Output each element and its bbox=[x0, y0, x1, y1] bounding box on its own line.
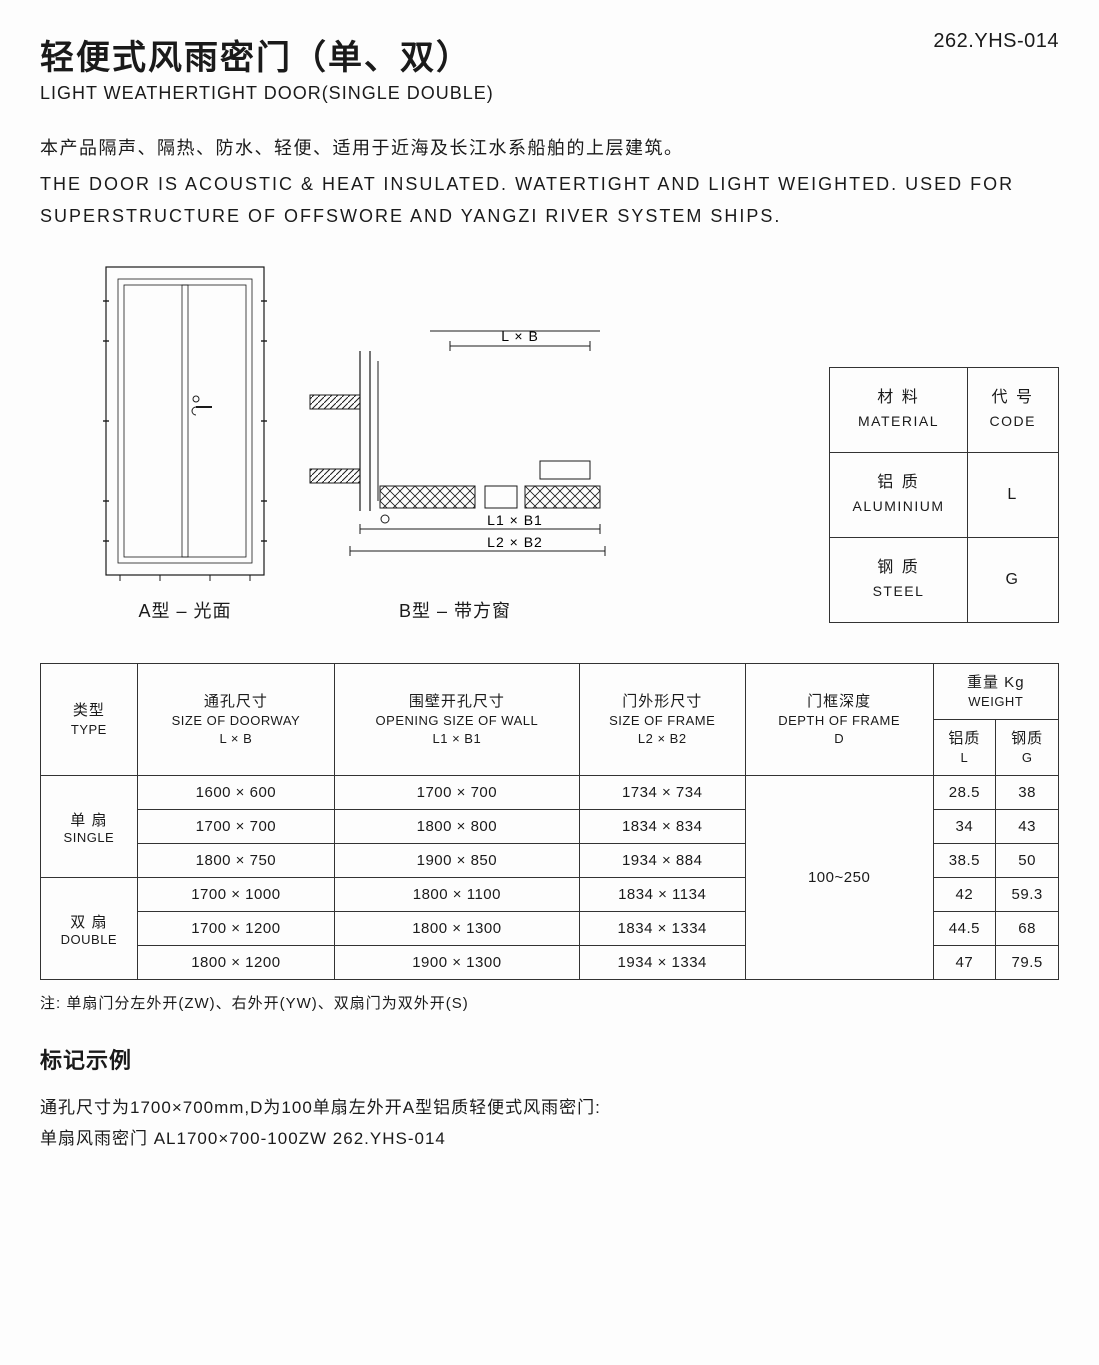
spec-row: 单 扇SINGLE1600 × 6001700 × 7001734 × 7341… bbox=[41, 776, 1059, 810]
label-l1b1: L1 × B1 bbox=[487, 512, 543, 528]
material-hdr-en: MATERIAL bbox=[858, 413, 939, 429]
cell-wl: 28.5 bbox=[933, 776, 996, 810]
cell-wg: 79.5 bbox=[996, 946, 1059, 980]
mat-code: L bbox=[967, 452, 1058, 537]
cell-wg: 43 bbox=[996, 810, 1059, 844]
example-body: 通孔尺寸为1700×700mm,D为100单扇左外开A型铝质轻便式风雨密门: 单… bbox=[40, 1093, 1059, 1154]
label-lxb: L × B bbox=[501, 328, 539, 344]
example-heading: 标记示例 bbox=[40, 1043, 1059, 1075]
cell-doorway: 1700 × 700 bbox=[137, 810, 334, 844]
cell-doorway: 1800 × 1200 bbox=[137, 946, 334, 980]
cell-wall: 1800 × 800 bbox=[335, 810, 580, 844]
label-l2b2: L2 × B2 bbox=[487, 534, 543, 550]
description-zh: 本产品隔声、隔热、防水、轻便、适用于近海及长江水系船舶的上层建筑。 bbox=[40, 134, 1059, 160]
hdr-type: 类型 TYPE bbox=[41, 663, 138, 775]
cell-wall: 1800 × 1300 bbox=[335, 912, 580, 946]
cell-doorway: 1800 × 750 bbox=[137, 844, 334, 878]
diagram-a-svg bbox=[100, 261, 270, 581]
code-header-cell: 代 号 CODE bbox=[967, 367, 1058, 452]
hdr-depth: 门框深度 DEPTH OF FRAME D bbox=[745, 663, 933, 775]
code-hdr-en: CODE bbox=[990, 413, 1036, 429]
cell-wl: 47 bbox=[933, 946, 996, 980]
example-line2: 单扇风雨密门 AL1700×700-100ZW 262.YHS-014 bbox=[40, 1124, 1059, 1155]
cell-wg: 59.3 bbox=[996, 878, 1059, 912]
type-cell: 单 扇SINGLE bbox=[41, 776, 138, 878]
cell-frame: 1834 × 834 bbox=[579, 810, 745, 844]
cell-frame: 1934 × 1334 bbox=[579, 946, 745, 980]
hdr-wg: 钢质 G bbox=[996, 719, 1059, 775]
depth-cell: 100~250 bbox=[745, 776, 933, 980]
cell-wl: 42 bbox=[933, 878, 996, 912]
mat-en: STEEL bbox=[873, 583, 925, 599]
cell-wall: 1900 × 1300 bbox=[335, 946, 580, 980]
hdr-wl: 铝质 L bbox=[933, 719, 996, 775]
diagram-b-caption: B型 – 带方窗 bbox=[399, 597, 511, 623]
diagram-b-svg: L × B L1 × B1 L2 × B2 bbox=[300, 301, 610, 581]
material-header-row: 材 料 MATERIAL 代 号 CODE bbox=[830, 367, 1059, 452]
type-cell: 双 扇DOUBLE bbox=[41, 878, 138, 980]
doc-code: 262.YHS-014 bbox=[933, 30, 1059, 53]
mat-code: G bbox=[967, 537, 1058, 622]
example-line1: 通孔尺寸为1700×700mm,D为100单扇左外开A型铝质轻便式风雨密门: bbox=[40, 1093, 1059, 1124]
title-block: 轻便式风雨密门（单、双） LIGHT WEATHERTIGHT DOOR(SIN… bbox=[40, 30, 494, 104]
material-row: 铝 质 ALUMINIUM L bbox=[830, 452, 1059, 537]
cell-doorway: 1700 × 1000 bbox=[137, 878, 334, 912]
mat-zh: 钢 质 bbox=[877, 559, 919, 576]
material-header-cell: 材 料 MATERIAL bbox=[830, 367, 967, 452]
cell-wall: 1900 × 850 bbox=[335, 844, 580, 878]
cell-wall: 1700 × 700 bbox=[335, 776, 580, 810]
cell-doorway: 1600 × 600 bbox=[137, 776, 334, 810]
cell-frame: 1834 × 1134 bbox=[579, 878, 745, 912]
description-en: THE DOOR IS ACOUSTIC & HEAT INSULATED. W… bbox=[40, 168, 1059, 233]
cell-wall: 1800 × 1100 bbox=[335, 878, 580, 912]
mat-en: ALUMINIUM bbox=[852, 498, 944, 514]
cell-frame: 1934 × 884 bbox=[579, 844, 745, 878]
cell-wg: 68 bbox=[996, 912, 1059, 946]
material-table: 材 料 MATERIAL 代 号 CODE 铝 质 ALUMINIUM L 钢 … bbox=[829, 367, 1059, 623]
cell-wl: 38.5 bbox=[933, 844, 996, 878]
mid-row: A型 – 光面 L × B bbox=[40, 261, 1059, 623]
mat-zh: 铝 质 bbox=[877, 474, 919, 491]
header-row: 轻便式风雨密门（单、双） LIGHT WEATHERTIGHT DOOR(SIN… bbox=[40, 30, 1059, 104]
cell-doorway: 1700 × 1200 bbox=[137, 912, 334, 946]
title-zh: 轻便式风雨密门（单、双） bbox=[40, 30, 494, 79]
code-hdr-zh: 代 号 bbox=[992, 389, 1034, 406]
cell-wg: 50 bbox=[996, 844, 1059, 878]
hdr-wall: 围壁开孔尺寸 OPENING SIZE OF WALL L1 × B1 bbox=[335, 663, 580, 775]
diagram-a-caption: A型 – 光面 bbox=[138, 597, 231, 623]
diagram-b-block: L × B L1 × B1 L2 × B2 B型 bbox=[300, 301, 610, 623]
cell-wl: 34 bbox=[933, 810, 996, 844]
spec-table: 类型 TYPE 通孔尺寸 SIZE OF DOORWAY L × B 围壁开孔尺… bbox=[40, 663, 1059, 980]
material-hdr-zh: 材 料 bbox=[877, 389, 919, 406]
material-row: 钢 质 STEEL G bbox=[830, 537, 1059, 622]
hdr-frame: 门外形尺寸 SIZE OF FRAME L2 × B2 bbox=[579, 663, 745, 775]
cell-frame: 1734 × 734 bbox=[579, 776, 745, 810]
cell-frame: 1834 × 1334 bbox=[579, 912, 745, 946]
note-text: 注: 单扇门分左外开(ZW)、右外开(YW)、双扇门为双外开(S) bbox=[40, 992, 1059, 1013]
title-en: LIGHT WEATHERTIGHT DOOR(SINGLE DOUBLE) bbox=[40, 83, 494, 104]
diagram-a-block: A型 – 光面 bbox=[100, 261, 270, 623]
hdr-weight: 重量 Kg WEIGHT bbox=[933, 663, 1058, 719]
hdr-doorway: 通孔尺寸 SIZE OF DOORWAY L × B bbox=[137, 663, 334, 775]
cell-wl: 44.5 bbox=[933, 912, 996, 946]
cell-wg: 38 bbox=[996, 776, 1059, 810]
